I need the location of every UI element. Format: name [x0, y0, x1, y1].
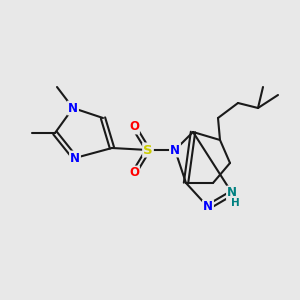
Text: H: H — [231, 198, 239, 208]
Text: N: N — [227, 187, 237, 200]
Text: N: N — [68, 101, 78, 115]
Text: O: O — [129, 121, 139, 134]
Text: N: N — [170, 143, 180, 157]
Text: S: S — [143, 143, 153, 157]
Text: O: O — [129, 167, 139, 179]
Text: N: N — [70, 152, 80, 164]
Text: N: N — [203, 200, 213, 214]
